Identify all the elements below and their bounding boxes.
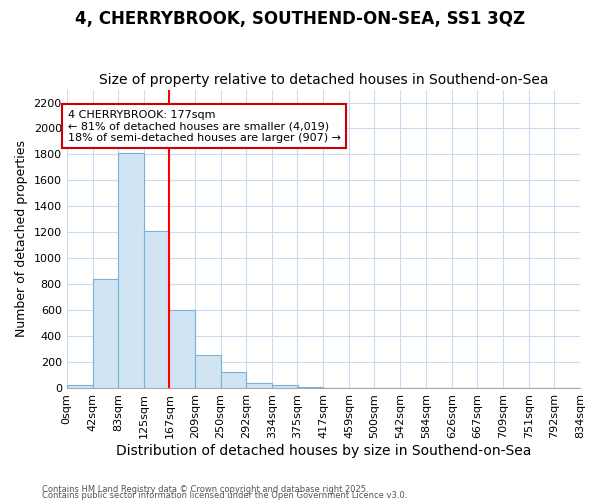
Text: 4 CHERRYBROOK: 177sqm
← 81% of detached houses are smaller (4,019)
18% of semi-d: 4 CHERRYBROOK: 177sqm ← 81% of detached … (68, 110, 341, 143)
Text: 4, CHERRYBROOK, SOUTHEND-ON-SEA, SS1 3QZ: 4, CHERRYBROOK, SOUTHEND-ON-SEA, SS1 3QZ (75, 10, 525, 28)
Bar (169, 310, 196, 388)
Bar (143, 231, 169, 388)
X-axis label: Distribution of detached houses by size in Southend-on-Sea: Distribution of detached houses by size … (116, 444, 531, 458)
Bar (196, 355, 221, 388)
Y-axis label: Number of detached properties: Number of detached properties (15, 140, 28, 338)
Text: Contains public sector information licensed under the Open Government Licence v3: Contains public sector information licen… (42, 490, 407, 500)
Bar (118, 153, 143, 388)
Text: Contains HM Land Registry data © Crown copyright and database right 2025.: Contains HM Land Registry data © Crown c… (42, 484, 368, 494)
Title: Size of property relative to detached houses in Southend-on-Sea: Size of property relative to detached ho… (98, 73, 548, 87)
Bar (67, 386, 92, 388)
Bar (272, 386, 298, 388)
Bar (92, 279, 118, 388)
Bar (221, 372, 247, 388)
Bar (247, 383, 272, 388)
